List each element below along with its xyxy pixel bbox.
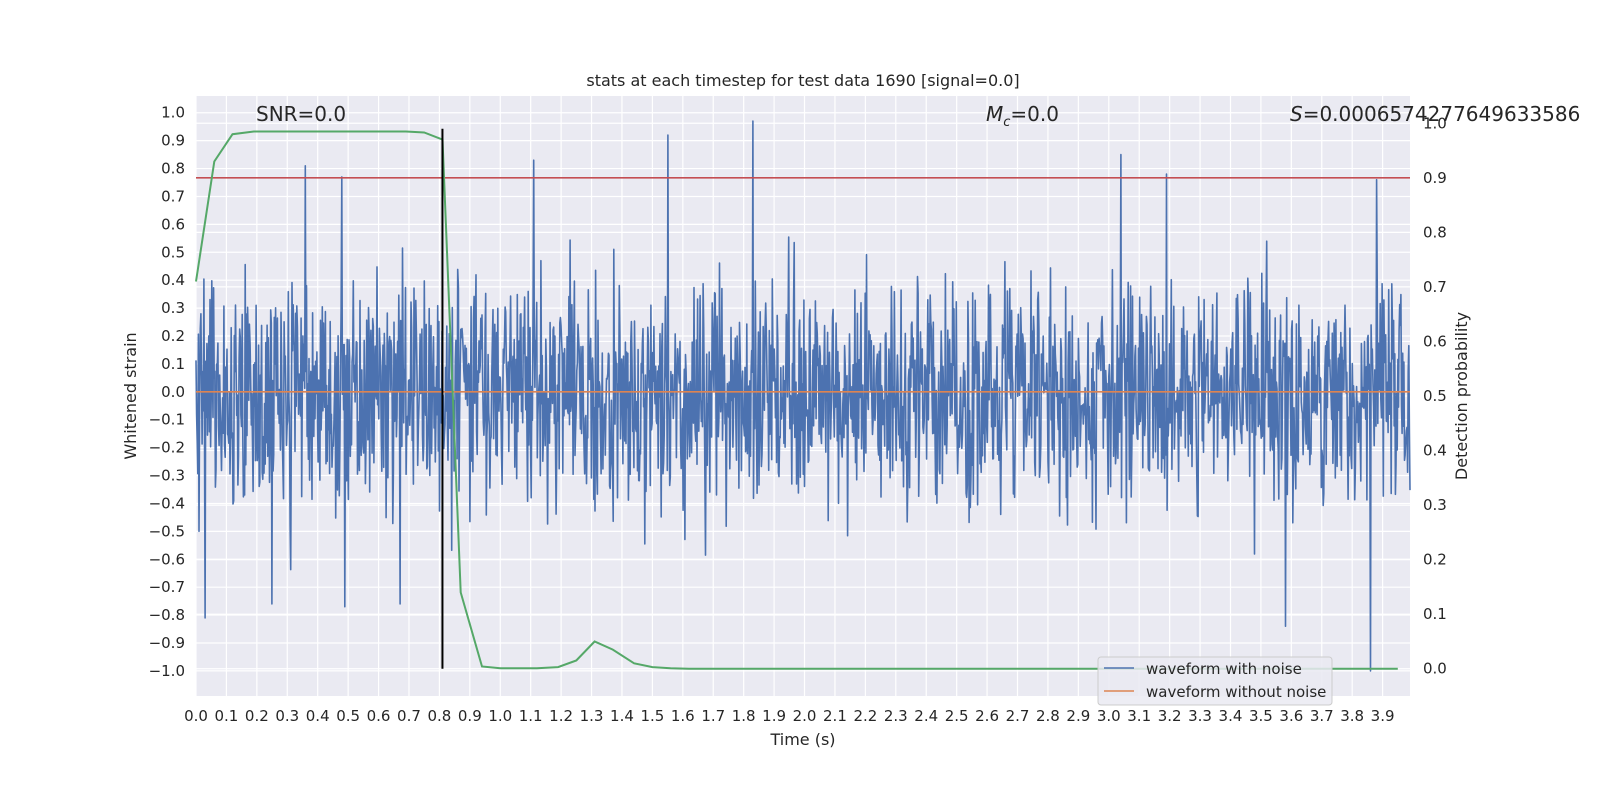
y2-tick-label: 0.3 — [1423, 496, 1447, 514]
x-tick-label: 0.6 — [367, 707, 391, 725]
y2-tick-label: 0.0 — [1423, 660, 1447, 678]
x-tick-label: 0.7 — [397, 707, 421, 725]
y2-axis-label: Detection probability — [1452, 312, 1471, 480]
x-tick-label: 2.9 — [1066, 707, 1090, 725]
legend-box — [1097, 656, 1333, 706]
y2-tick-label: 0.8 — [1423, 223, 1447, 241]
x-tick-label: 1.3 — [580, 707, 604, 725]
chirp-mass-symbol: M — [986, 102, 1003, 126]
x-tick-label: 2.1 — [823, 707, 847, 725]
legend-label-clean: waveform without noise — [1146, 683, 1326, 701]
x-tick-label: 0.3 — [275, 707, 299, 725]
chirp-mass-annotation: Mc=0.0 — [986, 102, 1059, 130]
x-tick-label: 2.3 — [884, 707, 908, 725]
score-value: =0.0006574277649633586 — [1303, 102, 1581, 126]
y-tick-label: 0.0 — [161, 383, 185, 401]
series-waveform-with-noise — [195, 120, 1411, 672]
y-tick-label: −0.8 — [149, 606, 185, 624]
detection-probability-line — [195, 130, 1398, 670]
x-tick-label: 0.4 — [306, 707, 330, 725]
x-tick-label: 3.2 — [1158, 707, 1182, 725]
x-tick-label: 2.7 — [1006, 707, 1030, 725]
y2-tick-label: 0.6 — [1423, 332, 1447, 350]
y-tick-label: −0.7 — [149, 578, 185, 596]
y2-tick-label: 1.0 — [1423, 114, 1447, 132]
waveform-with-noise-line — [195, 120, 1411, 672]
y-tick-label: −0.2 — [149, 439, 185, 457]
legend-label-noise: waveform with noise — [1146, 660, 1302, 678]
x-tick-label: 2.5 — [945, 707, 969, 725]
y-tick-label: 0.2 — [161, 327, 185, 345]
chart-title: stats at each timestep for test data 169… — [586, 71, 1019, 90]
y-tick-label: 0.7 — [161, 187, 185, 205]
score-symbol: S — [1290, 102, 1303, 126]
y-tick-label: −0.9 — [149, 634, 185, 652]
x-axis-label: Time (s) — [769, 730, 835, 749]
y2-tick-labels: 1.0 0.9 0.8 0.7 0.6 0.5 0.4 0.3 0.2 0.1 0.0 — [1423, 114, 1447, 677]
x-tick-label: 0.1 — [214, 707, 238, 725]
x-tick-label: 1.4 — [610, 707, 634, 725]
y2-tick-label: 0.7 — [1423, 278, 1447, 296]
y-tick-label: −0.6 — [149, 550, 185, 568]
x-tick-label: 3.9 — [1371, 707, 1395, 725]
x-tick-label: 3.3 — [1188, 707, 1212, 725]
y-tick-label: 0.5 — [161, 243, 185, 261]
x-tick-label: 1.2 — [549, 707, 573, 725]
y-tick-label: 1.0 — [161, 104, 185, 122]
y2-tick-label: 0.1 — [1423, 605, 1447, 623]
x-tick-label: 3.5 — [1249, 707, 1273, 725]
x-tick-label: 2.6 — [975, 707, 999, 725]
x-tick-label: 2.0 — [793, 707, 817, 725]
x-tick-label: 3.4 — [1219, 707, 1243, 725]
y-tick-label: −0.1 — [149, 411, 185, 429]
y-axis-label: Whitened strain — [121, 332, 140, 459]
x-tick-label: 3.1 — [1127, 707, 1151, 725]
y2-tick-label: 0.9 — [1423, 169, 1447, 187]
y-tick-label: −1.0 — [149, 662, 185, 680]
snr-annotation: SNR=0.0 — [256, 102, 346, 126]
x-tick-label: 0.8 — [427, 707, 451, 725]
y2-tick-label: 0.2 — [1423, 551, 1447, 569]
y-tick-label: −0.3 — [149, 467, 185, 485]
y-tick-label: 0.8 — [161, 160, 185, 178]
y-tick-label: 0.3 — [161, 299, 185, 317]
y-tick-label: 0.4 — [161, 271, 185, 289]
x-tick-label: 1.6 — [671, 707, 695, 725]
x-tick-label: 0.9 — [458, 707, 482, 725]
x-tick-label: 0.5 — [336, 707, 360, 725]
x-tick-label: 1.7 — [701, 707, 725, 725]
x-tick-label: 2.4 — [914, 707, 938, 725]
legend: waveform with noise waveform without noi… — [1097, 656, 1333, 706]
x-tick-label: 1.0 — [488, 707, 512, 725]
x-tick-label: 0.0 — [184, 707, 208, 725]
y-tick-label: −0.5 — [149, 522, 185, 540]
x-tick-label: 1.1 — [519, 707, 543, 725]
y-tick-label: 0.1 — [161, 355, 185, 373]
x-tick-label: 2.2 — [853, 707, 877, 725]
x-tick-label: 3.7 — [1310, 707, 1334, 725]
y-tick-labels: 1.0 0.9 0.8 0.7 0.6 0.5 0.4 0.3 0.2 0.1 0.0 −0.1 −0.… — [149, 104, 185, 680]
x-tick-label: 2.8 — [1036, 707, 1060, 725]
x-tick-label: 1.9 — [762, 707, 786, 725]
y2-tick-label: 0.5 — [1423, 387, 1447, 405]
y2-tick-label: 0.4 — [1423, 442, 1447, 460]
x-tick-label: 1.5 — [640, 707, 664, 725]
series-detection — [195, 128, 1410, 670]
x-tick-label: 3.8 — [1340, 707, 1364, 725]
y-tick-label: 0.9 — [161, 132, 185, 150]
score-annotation: S=0.0006574277649633586 — [1290, 102, 1580, 126]
chirp-mass-subscript: c — [1003, 115, 1010, 130]
y-tick-label: −0.4 — [149, 494, 185, 512]
x-tick-label: 1.8 — [732, 707, 756, 725]
y-tick-label: 0.6 — [161, 215, 185, 233]
x-tick-labels: 0.0 0.1 0.2 0.3 0.4 0.5 0.6 0.7 0.8 0.9 1.0 1.1 1.2 1… — [184, 707, 1394, 725]
x-tick-label: 0.2 — [245, 707, 269, 725]
x-tick-label: 3.6 — [1279, 707, 1303, 725]
x-tick-label: 3.0 — [1097, 707, 1121, 725]
chirp-mass-value: =0.0 — [1010, 102, 1059, 126]
